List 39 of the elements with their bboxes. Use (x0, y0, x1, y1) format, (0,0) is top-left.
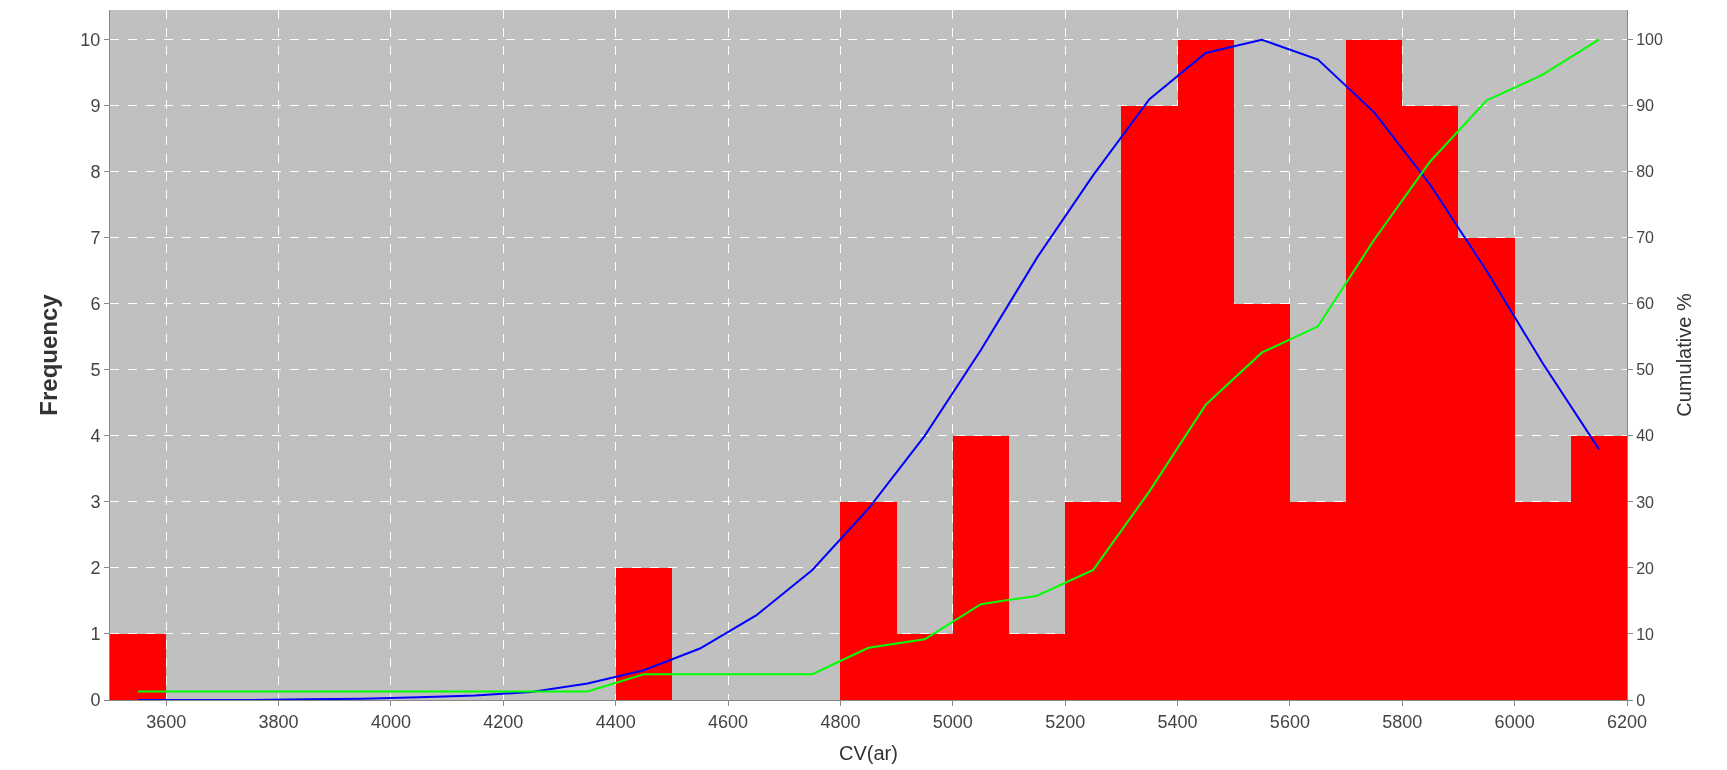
x-tick-label: 5200 (1045, 711, 1086, 732)
y-tick-label: 10 (80, 30, 101, 51)
y2-tick-label: 70 (1636, 229, 1655, 247)
y-tick-label: 4 (90, 426, 101, 447)
y-tick-label: 0 (90, 690, 101, 711)
y2-axis-title: Cumulative % (1673, 293, 1696, 417)
y-tick-label: 8 (90, 162, 101, 183)
x-tick-label: 3600 (146, 711, 187, 732)
x-tick-label: 6200 (1606, 711, 1648, 732)
x-tick-label: 3800 (258, 711, 299, 732)
x-tick-label: 4600 (708, 711, 749, 732)
y-axis-title: Frequency (35, 293, 63, 416)
y2-tick-label: 30 (1636, 493, 1655, 511)
x-tick-label: 5000 (932, 711, 973, 732)
x-tick-label: 4200 (483, 711, 524, 732)
x-tick-label: 5400 (1157, 711, 1198, 732)
y-tick-label: 5 (90, 360, 101, 381)
y2-tick-label: 50 (1636, 361, 1655, 379)
y-tick-label: 9 (90, 96, 101, 117)
y-tick-label: 6 (90, 294, 101, 315)
x-tick-label: 4000 (370, 711, 411, 732)
y2-tick-label: 20 (1636, 559, 1655, 577)
y2-tick-label: 80 (1636, 163, 1655, 181)
x-tick-label: 5800 (1382, 711, 1423, 732)
y-tick-label: 2 (90, 558, 101, 579)
x-tick-label: 4800 (820, 711, 861, 732)
x-tick-label: 4400 (595, 711, 636, 732)
y2-tick-label: 40 (1636, 427, 1655, 445)
y-tick-label: 3 (90, 492, 101, 513)
y2-tick-label: 60 (1636, 295, 1655, 313)
y-tick-label: 1 (90, 624, 101, 645)
y2-tick-label: 10 (1636, 625, 1655, 643)
y2-tick-label: 100 (1636, 31, 1663, 49)
y2-tick-label: 0 (1636, 691, 1646, 709)
y2-tick-label: 90 (1636, 97, 1655, 115)
x-tick-label: 5600 (1269, 711, 1310, 732)
x-axis-title: CV(ar) (839, 742, 898, 765)
y-tick-label: 7 (90, 228, 101, 249)
x-tick-label: 6000 (1494, 711, 1535, 732)
